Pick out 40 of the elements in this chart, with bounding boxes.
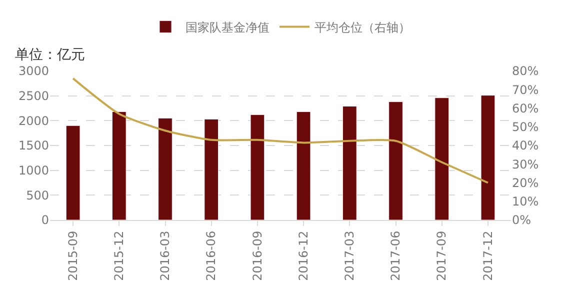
- y2-tick-label: 50%: [512, 120, 539, 134]
- y-tick-label: 3000: [18, 64, 49, 78]
- x-tick-label: 2016-09: [250, 230, 264, 281]
- y-tick-label: 2000: [18, 114, 49, 128]
- y2-tick-label: 40%: [512, 138, 539, 153]
- x-tick-label: 2016-03: [158, 230, 172, 281]
- legend-label: 平均仓位（右轴）: [314, 20, 410, 34]
- x-tick-label: 2016-06: [204, 230, 218, 281]
- y2-tick-label: 80%: [512, 64, 539, 78]
- bar: [66, 125, 80, 220]
- y2-tick-label: 30%: [512, 157, 539, 172]
- y2-tick-label: 0%: [512, 213, 532, 228]
- bar: [342, 106, 357, 220]
- y2-tick-label: 10%: [512, 194, 539, 209]
- bar: [434, 98, 450, 220]
- y-tick-label: 0: [41, 213, 49, 228]
- bar: [112, 111, 126, 220]
- legend-label: 国家队基金净值: [186, 20, 270, 34]
- x-tick-label: 2015-12: [112, 230, 126, 281]
- bar: [250, 114, 265, 220]
- x-tick-label: 2017-06: [388, 230, 403, 281]
- x-tick-label: 2017-03: [342, 230, 357, 281]
- x-tick-label: 2016-12: [296, 230, 310, 281]
- y-tick-label: 1500: [18, 138, 49, 153]
- bar: [388, 102, 403, 220]
- bar: [296, 111, 311, 220]
- x-tick-label: 2015-09: [66, 230, 80, 281]
- y2-tick-label: 20%: [512, 176, 539, 190]
- text: 单位：亿元: [15, 47, 85, 63]
- y-tick-label: 1000: [18, 164, 49, 178]
- bar: [480, 95, 496, 220]
- y-tick-label: 2500: [18, 89, 49, 104]
- line-series: [72, 77, 489, 184]
- bar: [204, 118, 219, 220]
- bar: [158, 118, 172, 220]
- y2-tick-label: 60%: [512, 101, 539, 116]
- y-tick-label: 500: [26, 188, 49, 202]
- x-tick-label: 2017-09: [434, 230, 449, 281]
- y2-tick-label: 70%: [512, 82, 539, 97]
- x-tick-label: 2017-12: [480, 230, 495, 281]
